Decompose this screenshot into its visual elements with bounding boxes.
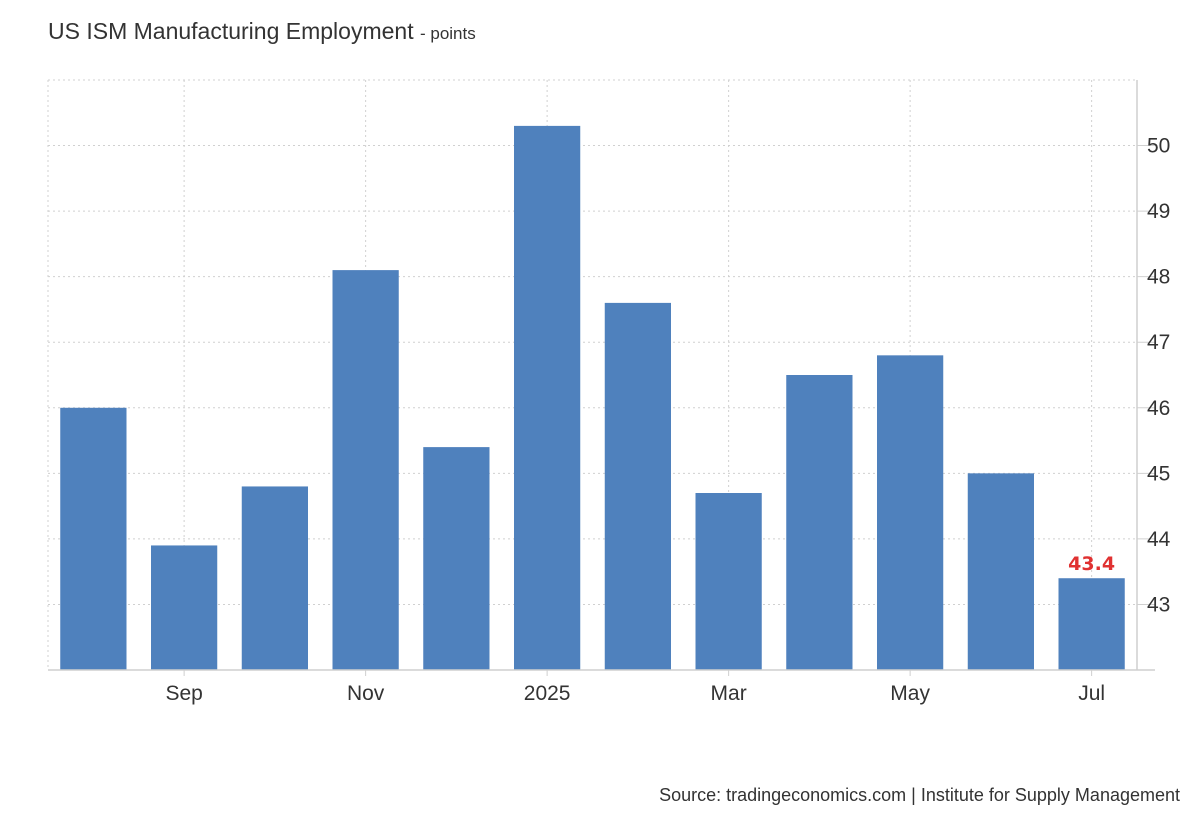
bar xyxy=(604,302,671,670)
axes-layer xyxy=(48,80,1155,676)
x-tick-label: Jul xyxy=(1078,682,1105,705)
bar xyxy=(967,473,1034,670)
x-tick-label: 2025 xyxy=(524,682,571,705)
bar xyxy=(877,355,944,670)
bar xyxy=(151,545,218,670)
x-tick-label: Nov xyxy=(347,682,385,705)
bar xyxy=(241,486,308,670)
labels-layer: 43 44 45 46 47 48 49 50 Sep Nov 2025 Mar May Jul 43.4 xyxy=(165,135,1170,705)
y-tick-label: 45 xyxy=(1147,462,1170,485)
bar xyxy=(1058,578,1125,670)
bar xyxy=(786,375,853,670)
chart-units-label: - points xyxy=(419,24,476,43)
y-tick-label: 49 xyxy=(1147,200,1170,223)
bar xyxy=(332,270,399,670)
data-label-latest: 43.4 xyxy=(1068,553,1115,575)
chart-title-text: US ISM Manufacturing Employment xyxy=(48,18,414,44)
source-note: Source: tradingeconomics.com | Institute… xyxy=(659,785,1180,805)
chart-title: US ISM Manufacturing Employment - points xyxy=(48,18,476,45)
y-tick-label: 46 xyxy=(1147,397,1170,420)
y-tick-label: 50 xyxy=(1147,135,1170,158)
bar xyxy=(695,493,762,670)
y-tick-label: 43 xyxy=(1147,593,1170,616)
x-tick-label: Mar xyxy=(711,682,747,705)
x-tick-label: Sep xyxy=(165,682,202,705)
x-tick-label: May xyxy=(890,682,930,705)
bar xyxy=(423,447,490,670)
bar xyxy=(60,407,127,670)
bar xyxy=(514,125,581,670)
y-tick-label: 44 xyxy=(1147,528,1171,551)
y-tick-label: 47 xyxy=(1147,331,1170,354)
y-tick-label: 48 xyxy=(1147,266,1170,289)
bars-layer xyxy=(60,125,1125,670)
